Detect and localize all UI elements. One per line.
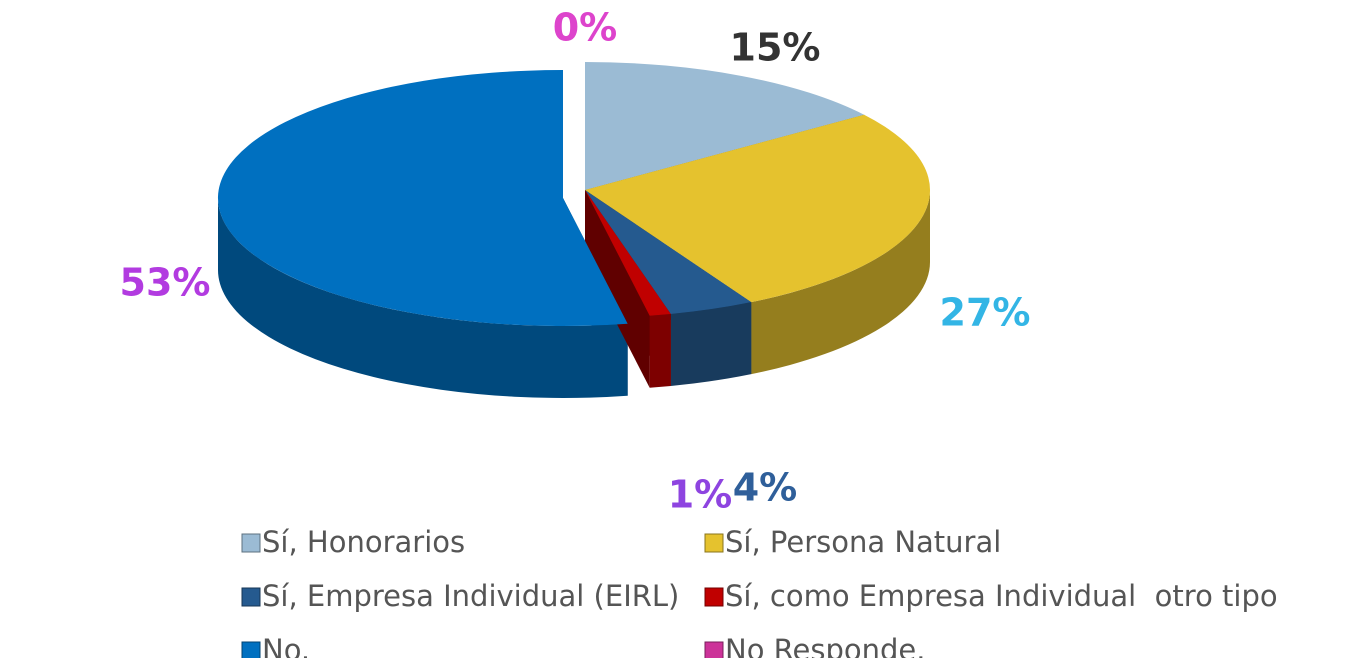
- legend-label: Sí, Honorarios: [262, 525, 465, 559]
- data-label: 15%: [730, 26, 821, 70]
- data-label: 27%: [940, 291, 1031, 335]
- slice: [585, 190, 752, 314]
- legend-marker: [704, 533, 724, 553]
- legend-marker: [704, 587, 724, 607]
- slice-side: [649, 313, 671, 388]
- data-label: 53%: [120, 261, 211, 305]
- slice-face: [585, 190, 650, 388]
- legend-label: Sí, Persona Natural: [725, 525, 1001, 559]
- data-label: 0%: [553, 6, 618, 50]
- legend-marker: [241, 641, 261, 658]
- legend-label: No.: [262, 633, 310, 658]
- slice-side: [670, 302, 752, 386]
- slice-side: [218, 198, 628, 398]
- legend-marker: [241, 587, 261, 607]
- slice-side: [751, 190, 931, 375]
- slice: [585, 190, 671, 316]
- legend-marker: [241, 533, 261, 553]
- data-label: 4%: [733, 466, 798, 510]
- legend-label: Sí, como Empresa Individual otro tipo: [725, 579, 1278, 613]
- legend-label: No Responde.: [725, 633, 925, 658]
- data-label: 1%: [668, 473, 733, 517]
- slice: [585, 114, 931, 303]
- legend-label: Sí, Empresa Individual (EIRL): [262, 579, 679, 613]
- slice: [585, 62, 865, 190]
- slice: [217, 69, 628, 327]
- legend-marker: [704, 641, 724, 658]
